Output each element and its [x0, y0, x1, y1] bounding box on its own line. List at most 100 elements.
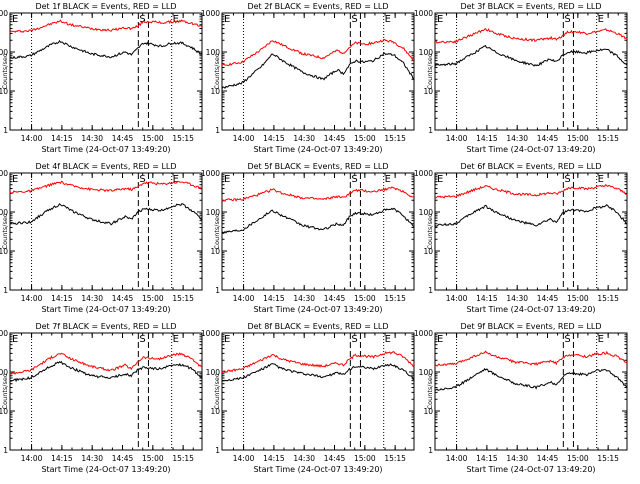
event-marker-label: S: [139, 14, 145, 25]
x-tick-label: 15:00: [567, 454, 589, 463]
event-marker-label: S: [351, 334, 357, 345]
y-tick-label: 10: [0, 87, 8, 96]
y-tick-label: 1000: [0, 9, 8, 18]
event-marker-label: E: [12, 174, 18, 185]
x-tick-label: 14:15: [263, 454, 285, 463]
y-axis-label: Counts/sec: [426, 53, 434, 89]
x-tick-label: 14:45: [324, 454, 346, 463]
x-tick-label: 15:15: [172, 454, 194, 463]
chart-title: Det 9f BLACK = Events, RED = LLD: [460, 322, 601, 331]
x-tick-label: 14:15: [51, 294, 73, 303]
x-tick-label: 14:45: [324, 134, 346, 143]
x-tick-label: 15:15: [384, 454, 406, 463]
y-axis-label: Counts/sec: [213, 53, 221, 89]
y-tick-label: 100: [419, 48, 434, 57]
plot-frame: [221, 172, 415, 291]
y-tick-label: 10: [423, 407, 433, 416]
lld-series-line: [222, 39, 415, 67]
x-tick-label: 14:30: [81, 294, 103, 303]
x-tick-label: 14:30: [506, 454, 528, 463]
x-tick-label: 15:00: [354, 454, 376, 463]
y-tick-label: 1: [3, 446, 8, 455]
y-tick-label: 100: [0, 368, 8, 377]
x-tick-label: 14:00: [233, 294, 255, 303]
chart-panel-7: Det 7f BLACK = Events, RED = LLD Counts/s…: [0, 322, 203, 474]
x-tick-label: 15:15: [384, 294, 406, 303]
x-tick-label: 14:45: [537, 134, 559, 143]
plot-frame: [9, 12, 203, 131]
x-axis-label: Start Time (24-Oct-07 13:49:20): [41, 145, 170, 154]
chart-title: Det 6f BLACK = Events, RED = LLD: [460, 162, 601, 171]
y-axis-label: Counts/sec: [1, 213, 9, 249]
x-tick-label: 15:15: [172, 294, 194, 303]
x-tick-label: 15:00: [142, 294, 164, 303]
events-series-line: [221, 207, 415, 234]
y-tick-label: 1000: [414, 9, 433, 18]
x-axis-label: Start Time (24-Oct-07 13:49:20): [253, 465, 382, 474]
x-axis-label: Start Time (24-Oct-07 13:49:20): [466, 145, 595, 154]
plot-frame: [221, 12, 415, 131]
events-series-line: [9, 39, 203, 59]
event-marker-label: E: [385, 174, 391, 185]
y-tick-label: 10: [0, 407, 8, 416]
y-tick-label: 100: [419, 368, 434, 377]
y-tick-label: 1: [428, 446, 433, 455]
event-marker-label: E: [224, 174, 230, 185]
x-tick-label: 14:45: [324, 294, 346, 303]
event-marker-label: E: [224, 334, 230, 345]
y-tick-label: 100: [0, 48, 8, 57]
x-tick-label: 14:30: [293, 454, 315, 463]
plot-frame: [434, 172, 628, 291]
events-series-line: [434, 204, 628, 227]
x-tick-label: 14:00: [233, 454, 255, 463]
chart-title: Det 8f BLACK = Events, RED = LLD: [247, 322, 388, 331]
y-tick-label: 1: [428, 126, 433, 135]
x-tick-label: 15:15: [384, 134, 406, 143]
event-marker-label: E: [437, 14, 443, 25]
event-marker-label: S: [564, 14, 570, 25]
x-axis-label: Start Time (24-Oct-07 13:49:20): [466, 305, 595, 314]
x-tick-label: 14:30: [293, 134, 315, 143]
chart-panel-2: Det 2f BLACK = Events, RED = LLD Counts/s…: [201, 2, 415, 154]
x-tick-label: 14:15: [476, 134, 498, 143]
plot-frame: [221, 332, 415, 451]
lld-series-line: [221, 186, 415, 202]
x-tick-label: 14:30: [293, 294, 315, 303]
y-tick-label: 100: [419, 208, 434, 217]
y-tick-label: 10: [210, 247, 220, 256]
chart-panel-5: Det 5f BLACK = Events, RED = LLD Counts/s…: [201, 162, 415, 314]
chart-title: Det 5f BLACK = Events, RED = LLD: [247, 162, 388, 171]
plot-frame: [434, 332, 628, 451]
chart-title: Det 1f BLACK = Events, RED = LLD: [35, 2, 176, 11]
x-tick-label: 14:45: [112, 454, 134, 463]
lld-series-line: [221, 350, 415, 374]
y-axis-label: Counts/sec: [1, 373, 9, 409]
x-tick-label: 14:00: [21, 294, 43, 303]
chart-panel-3: Det 3f BLACK = Events, RED = LLD Counts/s…: [414, 2, 628, 154]
x-tick-label: 14:15: [263, 294, 285, 303]
x-tick-label: 15:00: [567, 134, 589, 143]
y-tick-label: 10: [210, 87, 220, 96]
chart-title: Det 4f BLACK = Events, RED = LLD: [35, 162, 176, 171]
x-tick-label: 14:00: [446, 134, 468, 143]
event-marker-label: S: [139, 334, 145, 345]
chart-panel-9: Det 9f BLACK = Events, RED = LLD Counts/s…: [414, 322, 628, 474]
y-tick-label: 1000: [201, 329, 220, 338]
chart-panel-6: Det 6f BLACK = Events, RED = LLD Counts/s…: [414, 162, 628, 314]
event-marker-label: S: [351, 174, 357, 185]
y-tick-label: 1: [3, 126, 8, 135]
event-marker-label: S: [139, 174, 145, 185]
x-tick-label: 15:00: [354, 294, 376, 303]
lld-series-line: [434, 27, 628, 44]
y-axis-label: Counts/sec: [1, 53, 9, 89]
y-tick-label: 1000: [0, 169, 8, 178]
events-series-line: [9, 202, 203, 226]
x-axis-label: Start Time (24-Oct-07 13:49:20): [41, 465, 170, 474]
x-tick-label: 15:00: [142, 454, 164, 463]
x-tick-label: 14:15: [263, 134, 285, 143]
events-series-line: [9, 360, 203, 383]
y-tick-label: 1000: [414, 169, 433, 178]
y-tick-label: 1: [215, 446, 220, 455]
y-tick-label: 10: [423, 247, 433, 256]
